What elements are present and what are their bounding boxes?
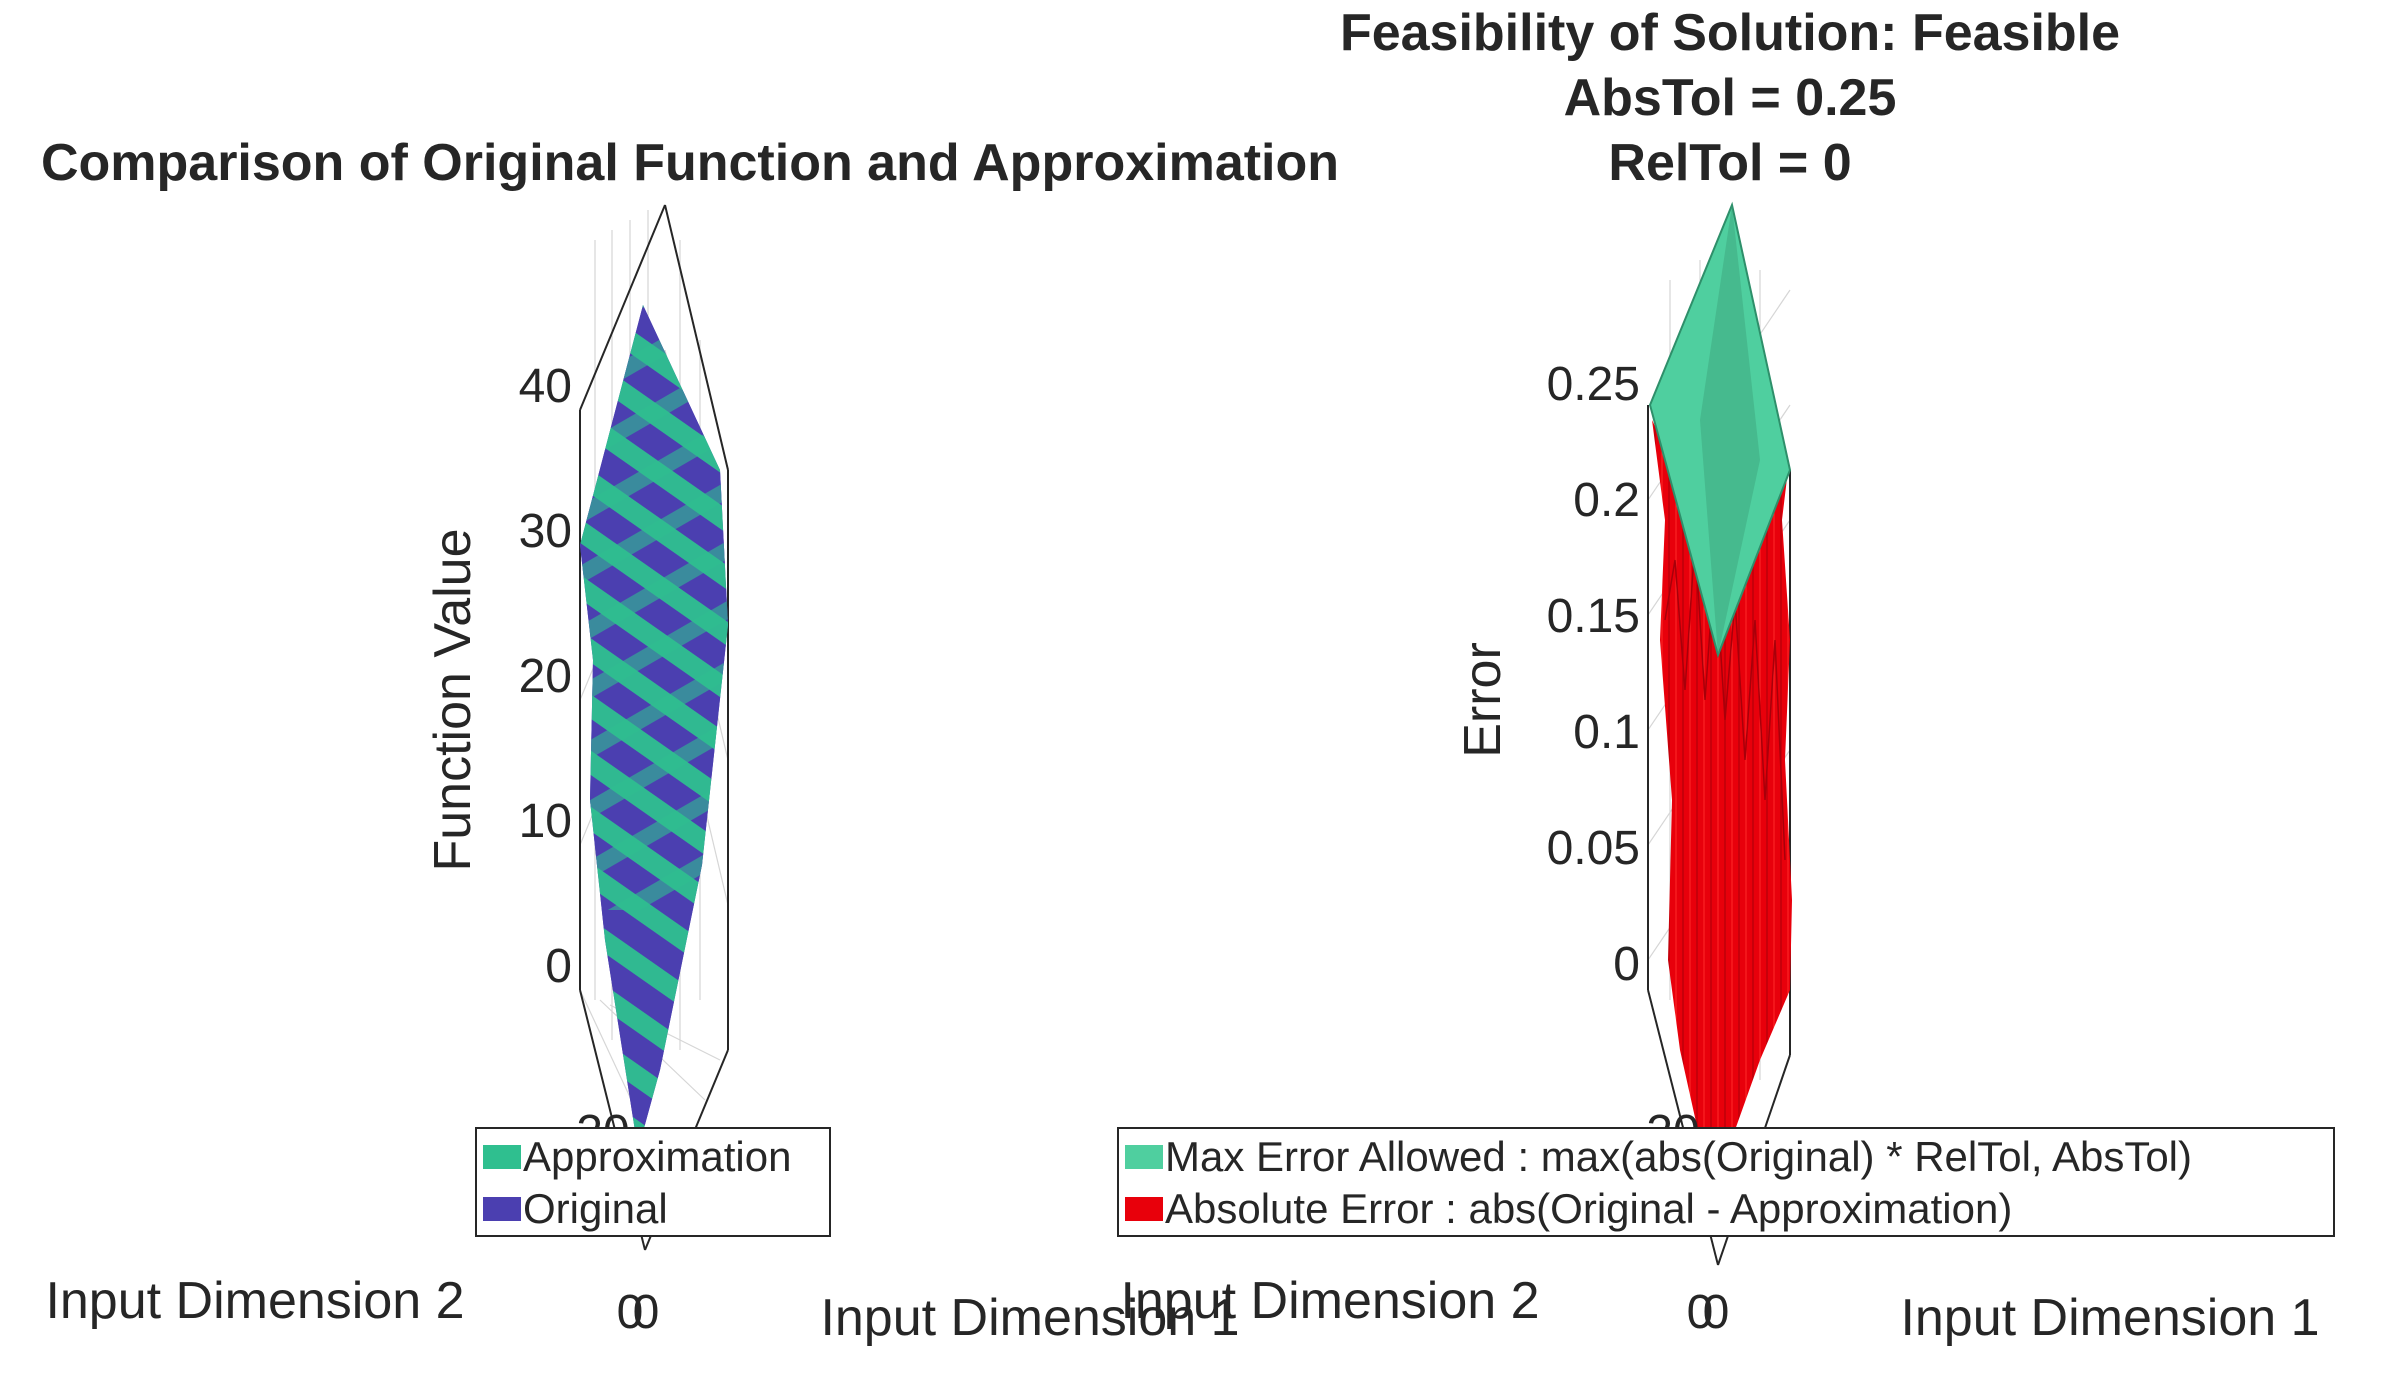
left-zlabel: Function Value: [424, 528, 482, 871]
max-error-plane-shade: [1700, 205, 1760, 655]
left-legend: Approximation Original: [475, 1127, 831, 1237]
left-title: Comparison of Original Function and Appr…: [41, 134, 1339, 192]
left-z-ticks: 40 30 20 10 0: [519, 360, 572, 993]
legend-label-original: Original: [523, 1185, 668, 1232]
right-legend-box: [1117, 1127, 2335, 1237]
legend-swatch-absolute-error: [1125, 1197, 1163, 1221]
right-axes: 0.25 0.2 0.15 0.1 0.05 0 -20 0 0 Error I…: [1117, 4, 2335, 1347]
right-title: Feasibility of Solution: Feasible AbsTol…: [1340, 4, 2120, 192]
left-ztick-label: 10: [519, 795, 572, 848]
legend-swatch-approximation: [483, 1145, 521, 1169]
approximation-ring-overlay: [580, 305, 728, 910]
right-ztick-label: 0.25: [1547, 358, 1640, 411]
left-ylabel: Input Dimension 2: [45, 1272, 464, 1330]
legend-swatch-original: [483, 1197, 521, 1221]
absolute-error-fill: [1652, 420, 1792, 1210]
left-floor-tick-label: 0: [617, 1286, 644, 1339]
right-ztick-label: 0.05: [1547, 822, 1640, 875]
right-ztick-label: 0.2: [1573, 474, 1640, 527]
right-legend: Max Error Allowed : max(abs(Original) * …: [1117, 1127, 2335, 1237]
right-zlabel: Error: [1454, 642, 1512, 758]
right-z-ticks: 0.25 0.2 0.15 0.1 0.05 0: [1547, 358, 1640, 991]
right-title-line: RelTol = 0: [1608, 134, 1851, 192]
legend-label-approximation: Approximation: [523, 1133, 791, 1180]
legend-label-absolute-error: Absolute Error : abs(Original - Approxim…: [1165, 1185, 2012, 1232]
absolute-error-surface: [1652, 420, 1792, 1210]
right-ztick-label: 0.1: [1573, 706, 1640, 759]
right-ztick-label: 0.15: [1547, 590, 1640, 643]
right-title-line: AbsTol = 0.25: [1564, 69, 1897, 127]
left-ztick-label: 30: [519, 505, 572, 558]
left-legend-box: [475, 1127, 831, 1237]
left-floor-tick-label: 0: [633, 1286, 660, 1339]
left-ztick-label: 40: [519, 360, 572, 413]
right-ztick-label: 0: [1613, 938, 1640, 991]
right-ylabel: Input Dimension 2: [1120, 1272, 1539, 1330]
right-xlabel: Input Dimension 1: [1900, 1289, 2319, 1347]
left-surface: [580, 305, 728, 1150]
right-floor-tick-label: 0: [1703, 1286, 1730, 1339]
legend-label-max-error: Max Error Allowed : max(abs(Original) * …: [1165, 1133, 2192, 1180]
left-ztick-label: 20: [519, 650, 572, 703]
right-floor-tick-label: 0: [1687, 1286, 1714, 1339]
legend-swatch-max-error: [1125, 1145, 1163, 1169]
left-ztick-label: 0: [545, 940, 572, 993]
left-xlabel: Input Dimension 1: [820, 1289, 1239, 1347]
right-title-line: Feasibility of Solution: Feasible: [1340, 4, 2120, 62]
absolute-error-spike-edge: [1664, 539, 1786, 861]
